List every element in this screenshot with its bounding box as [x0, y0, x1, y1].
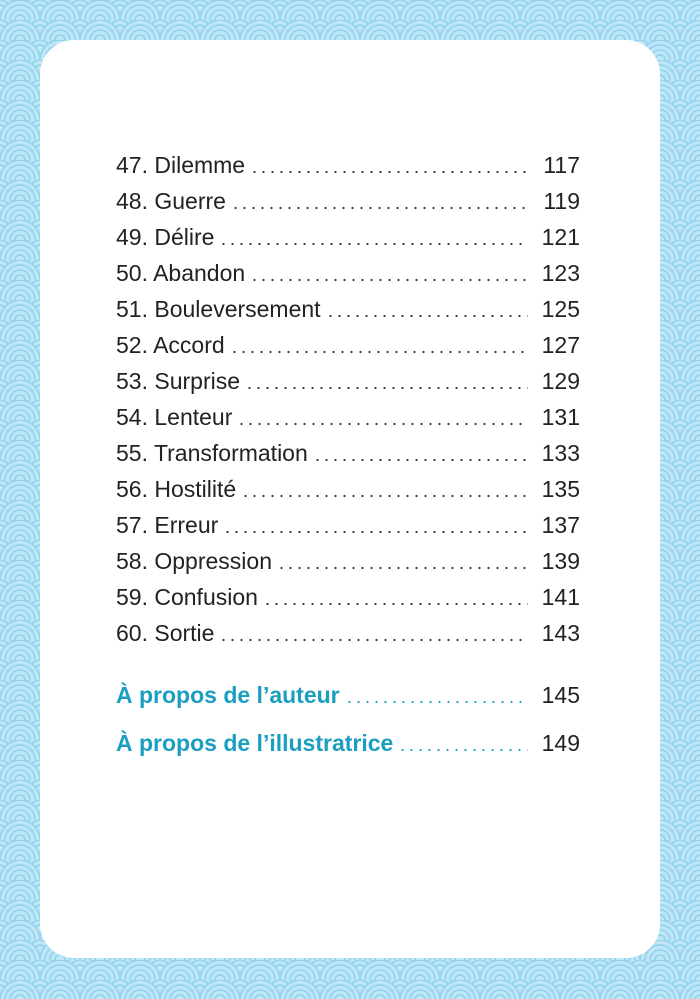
- page-number: 125: [541, 296, 580, 322]
- entry-title: À propos de l’illustratrice: [116, 730, 394, 756]
- page-number: 143: [541, 620, 580, 646]
- page-number: 119: [543, 188, 580, 214]
- dot-leader: [312, 459, 528, 461]
- appendix-entry: À propos de l’illustratrice 149: [116, 730, 580, 778]
- dot-leader: [398, 749, 528, 751]
- toc-entry: 50. Abandon 123: [116, 260, 580, 296]
- toc-entry: 58. Oppression 139: [116, 548, 580, 584]
- dot-leader: [276, 567, 528, 569]
- toc-entry: 60. Sortie 143: [116, 620, 580, 656]
- entry-title: 56. Hostilité: [116, 476, 237, 502]
- page-number: 135: [541, 476, 580, 502]
- dot-leader: [245, 387, 528, 389]
- toc-entry: 59. Confusion 141: [116, 584, 580, 620]
- entry-title: 54. Lenteur: [116, 404, 233, 430]
- page-number: 133: [541, 440, 580, 466]
- entry-title: 51. Bouleversement: [116, 296, 321, 322]
- entry-title: 50. Abandon: [116, 260, 246, 286]
- page-number: 141: [541, 584, 580, 610]
- dot-leader: [262, 603, 528, 605]
- table-of-contents: 47. Dilemme 117 48. Guerre 119 49. Délire 121…: [116, 152, 580, 778]
- toc-entry: 54. Lenteur 131: [116, 404, 580, 440]
- page-number: 139: [541, 548, 580, 574]
- entry-title: 58. Oppression: [116, 548, 272, 574]
- dot-leader: [241, 495, 528, 497]
- dot-leader: [219, 243, 528, 245]
- entry-title: 53. Surprise: [116, 368, 241, 394]
- content-card: 47. Dilemme 117 48. Guerre 119 49. Délire 121…: [40, 40, 660, 958]
- appendix-entry: À propos de l’auteur 145: [116, 682, 580, 730]
- toc-entry: 47. Dilemme 117: [116, 152, 580, 188]
- dot-leader: [230, 207, 528, 209]
- entry-title: 60. Sortie: [116, 620, 215, 646]
- page-number: 121: [541, 224, 580, 250]
- toc-entry: 55. Transformation 133: [116, 440, 580, 476]
- dot-leader: [250, 171, 528, 173]
- dot-leader: [250, 279, 528, 281]
- page-number: 149: [541, 730, 580, 756]
- dot-leader: [325, 315, 528, 317]
- entry-title: 48. Guerre: [116, 188, 226, 214]
- entry-title: 49. Délire: [116, 224, 215, 250]
- page-number: 137: [541, 512, 580, 538]
- toc-entry: 56. Hostilité 135: [116, 476, 580, 512]
- page-number: 129: [541, 368, 580, 394]
- dot-leader: [223, 531, 528, 533]
- page-number: 145: [541, 682, 580, 708]
- toc-entry: 53. Surprise 129: [116, 368, 580, 404]
- dot-leader: [219, 639, 528, 641]
- toc-entry: 57. Erreur 137: [116, 512, 580, 548]
- page-number: 123: [541, 260, 580, 286]
- entry-title: 59. Confusion: [116, 584, 258, 610]
- entry-title: 47. Dilemme: [116, 152, 246, 178]
- dot-leader: [344, 701, 528, 703]
- entry-title: 52. Accord: [116, 332, 225, 358]
- dot-leader: [237, 423, 528, 425]
- page-number: 117: [543, 152, 580, 178]
- page-number: 127: [541, 332, 580, 358]
- dot-leader: [229, 351, 528, 353]
- entry-title: 57. Erreur: [116, 512, 219, 538]
- toc-entry: 49. Délire 121: [116, 224, 580, 260]
- toc-entry: 51. Bouleversement 125: [116, 296, 580, 332]
- toc-entry: 48. Guerre 119: [116, 188, 580, 224]
- entry-title: 55. Transformation: [116, 440, 308, 466]
- entry-title: À propos de l’auteur: [116, 682, 340, 708]
- spacer: [116, 656, 580, 682]
- page-number: 131: [541, 404, 580, 430]
- toc-entry: 52. Accord 127: [116, 332, 580, 368]
